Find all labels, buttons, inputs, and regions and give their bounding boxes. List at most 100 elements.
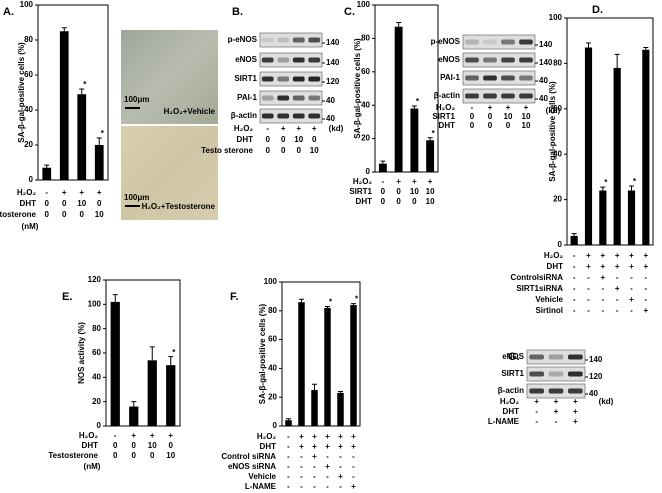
- error-bar: [411, 105, 417, 109]
- significance-mark: *: [101, 129, 105, 138]
- blot-band: [483, 39, 497, 45]
- treatment-label: H₂O₂: [17, 188, 37, 197]
- treatment-cell: 0: [45, 210, 50, 219]
- treatment-cell: -: [326, 472, 329, 481]
- treatment-cell: -: [573, 251, 576, 260]
- treatment-cell: 10: [148, 441, 157, 450]
- treatment-cell: -: [616, 295, 619, 304]
- treatment-cell: -: [573, 262, 576, 271]
- y-tick-label: 40: [268, 364, 277, 373]
- protein-label: β-actin: [434, 91, 460, 100]
- blot-band: [465, 57, 479, 63]
- treatment-cell: 0: [132, 441, 137, 450]
- treatment-cell: -: [587, 295, 590, 304]
- plot-frame: [566, 17, 654, 246]
- treatment-cell: -: [630, 306, 633, 315]
- error-bar: [643, 47, 649, 50]
- treatment-cell: +: [506, 103, 511, 112]
- blot-band: [277, 37, 290, 43]
- treatment-cell: 0: [396, 187, 401, 196]
- significance-mark: *: [432, 129, 436, 138]
- y-tick-label: 100: [357, 0, 371, 9]
- y-tick-label: 80: [553, 59, 562, 68]
- marker-unit: (kd): [546, 106, 561, 115]
- treatment-cell: 0: [97, 199, 102, 208]
- treatment-label: Testosterone: [0, 210, 37, 219]
- y-tick-label: 80: [268, 306, 277, 315]
- treatment-cell: -: [630, 284, 633, 293]
- treatment-label: Testosterone: [48, 451, 98, 460]
- treatment-cell: -: [300, 462, 303, 471]
- treatment-cell: +: [299, 432, 304, 441]
- error-bar: [79, 88, 85, 95]
- treatment-cell: -: [339, 452, 342, 461]
- blot-strip: [259, 32, 323, 48]
- blot-band: [501, 57, 515, 63]
- blot-band: [529, 354, 545, 360]
- blot-band: [292, 113, 305, 119]
- marker-label: 40: [589, 389, 598, 398]
- bar: [584, 47, 593, 246]
- marker-label: 140: [539, 58, 553, 67]
- treatment-cell: +: [412, 177, 417, 186]
- y-tick-label: 0: [29, 175, 34, 184]
- panel-label: E.: [62, 291, 72, 303]
- y-tick-label: 60: [24, 70, 33, 79]
- treatment-label: DHT: [356, 197, 373, 206]
- marker-label: 140: [326, 58, 340, 67]
- y-tick-label: 100: [549, 13, 563, 22]
- blot-band: [548, 354, 564, 360]
- y-tick-label: 100: [88, 299, 102, 308]
- y-tick-label: 80: [92, 324, 101, 333]
- significance-mark: *: [329, 298, 333, 307]
- error-bar: [614, 53, 620, 68]
- blot-strip: [462, 52, 536, 68]
- blot-band: [277, 113, 290, 119]
- treatment-cell: +: [351, 442, 356, 451]
- y-tick-label: 0: [273, 421, 278, 430]
- treatment-cell: 10: [504, 112, 513, 121]
- blot-band: [308, 95, 321, 101]
- scale-label: 100μm: [124, 95, 149, 104]
- treatment-cell: -: [587, 306, 590, 315]
- treatment-cell: +: [554, 397, 559, 406]
- treatment-cell: -: [326, 482, 329, 491]
- blot-strip: [259, 71, 323, 87]
- micrograph: [121, 126, 218, 220]
- treatment-cell: -: [616, 273, 619, 282]
- treatment-cell: +: [325, 432, 330, 441]
- bar: [426, 140, 435, 172]
- treatment-cell: -: [45, 188, 48, 197]
- treatment-cell: +: [488, 103, 493, 112]
- blot-band: [261, 76, 274, 82]
- marker-label: 40: [539, 76, 548, 85]
- treatment-cell: -: [535, 417, 538, 426]
- treatment-cell: 0: [470, 121, 475, 130]
- treatment-cell: +: [615, 251, 620, 260]
- treatment-label: DHT: [503, 407, 520, 416]
- treatment-cell: -: [313, 482, 316, 491]
- bar: [324, 307, 331, 426]
- bar: [298, 302, 305, 426]
- y-tick-label: 120: [88, 275, 102, 284]
- bar: [94, 145, 104, 180]
- blot-band: [292, 95, 305, 101]
- treatment-cell: 0: [312, 135, 317, 144]
- blot-band: [548, 388, 564, 394]
- treatment-cell: 0: [266, 135, 271, 144]
- y-axis-label: SA-β-gal-positive cells (%): [548, 81, 557, 182]
- blot-band: [548, 371, 564, 377]
- treatment-label: eNOS siRNA: [228, 462, 276, 471]
- treatment-cell: 0: [506, 121, 511, 130]
- blot-band: [519, 93, 533, 99]
- treatment-label: H₂O₂: [257, 432, 277, 441]
- protein-label: β-actin: [231, 111, 257, 120]
- error-bar: [61, 27, 67, 32]
- treatment-cell: -: [587, 273, 590, 282]
- blot-band: [292, 57, 305, 63]
- treatment-cell: 0: [266, 146, 271, 155]
- treatment-label: Vehicle: [535, 295, 563, 304]
- treatment-label: ControlsiRNA: [511, 273, 564, 282]
- treatment-label: Sirtinol: [535, 306, 563, 315]
- treatment-cell: -: [587, 284, 590, 293]
